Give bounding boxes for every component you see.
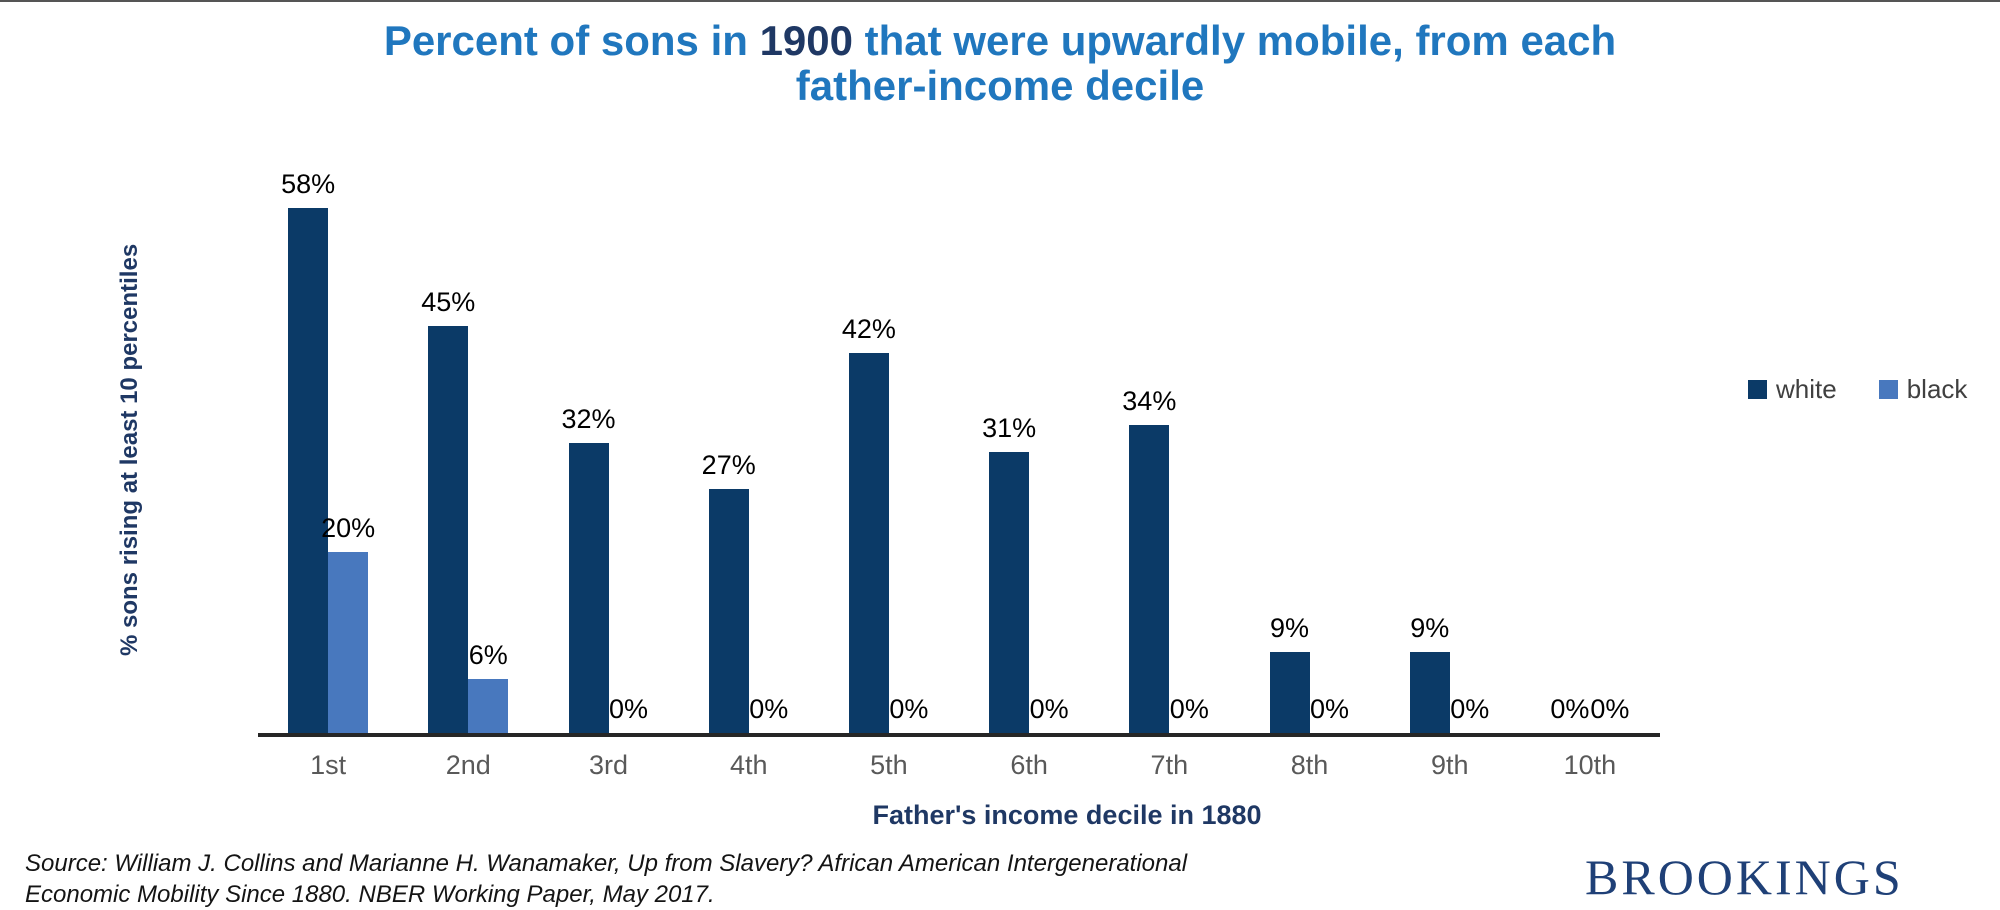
bar-black-1st: [328, 552, 369, 733]
x-tick-3rd: 3rd: [588, 750, 629, 780]
source-text: Source: William J. Collins and Marianne …: [25, 848, 1187, 910]
bar-slot-black-8th: 0%: [1310, 167, 1350, 733]
chart-title-pre: Percent of sons in: [383, 17, 760, 64]
bar-slot-black-5th: 0%: [889, 167, 929, 733]
value-label-black-3rd: 0%: [608, 694, 649, 724]
bar-white-5th: [848, 353, 889, 733]
bar-white-9th: [1409, 652, 1450, 733]
bar-white-2nd: [428, 326, 469, 733]
bar-slot-white-4th: 27%: [702, 167, 756, 733]
value-label-white-3rd: 32%: [561, 404, 616, 434]
source-line2: Economic Mobility Since 1880. NBER Worki…: [25, 881, 715, 908]
legend-item-black: black: [1878, 374, 1968, 405]
bar-slot-white-8th: 9%: [1269, 167, 1310, 733]
value-label-black-7th: 0%: [1169, 694, 1209, 724]
y-axis-label: % sons rising at least 10 percentiles: [116, 243, 143, 657]
value-label-white-8th: 9%: [1270, 613, 1310, 643]
bar-white-1st: [288, 208, 329, 733]
bar-white-4th: [708, 489, 749, 733]
value-label-white-2nd: 45%: [421, 287, 476, 317]
x-tick-4th: 4th: [729, 750, 768, 780]
x-tick-8th: 8th: [1290, 750, 1329, 780]
bar-group-7th: 34% 0%: [1099, 167, 1239, 733]
x-axis-line: [258, 733, 1660, 737]
bar-black-2nd: [468, 679, 509, 733]
legend-label-white: white: [1776, 374, 1837, 404]
bar-group-10th: 0% 0%: [1520, 167, 1660, 733]
value-label-black-9th: 0%: [1450, 694, 1490, 724]
bar-slot-black-10th: 0%: [1590, 167, 1630, 733]
bar-slot-white-6th: 31%: [982, 167, 1036, 733]
x-tick-5th: 5th: [870, 750, 908, 780]
value-label-black-6th: 0%: [1029, 694, 1069, 724]
x-tick-10th: 10th: [1563, 750, 1617, 780]
bar-slot-black-1st: 20%: [321, 167, 375, 733]
x-axis-title: Father's income decile in 1880: [872, 800, 1262, 830]
bar-group-3rd: 32% 0%: [538, 167, 678, 733]
bar-slot-white-2nd: 45%: [421, 167, 475, 733]
bar-group-9th: 9% 0%: [1380, 167, 1520, 733]
bar-slot-black-2nd: 6%: [468, 167, 509, 733]
source-line1: Source: William J. Collins and Marianne …: [25, 850, 1188, 877]
value-label-black-8th: 0%: [1310, 694, 1350, 724]
value-label-white-5th: 42%: [841, 314, 896, 344]
value-label-black-4th: 0%: [749, 694, 789, 724]
value-label-black-1st: 20%: [321, 513, 376, 543]
legend-label-black: black: [1906, 374, 1968, 404]
bar-white-3rd: [568, 443, 609, 733]
bar-group-6th: 31% 0%: [959, 167, 1099, 733]
legend-swatch-black-icon: [1878, 380, 1898, 399]
x-tick-1st: 1st: [310, 750, 347, 780]
value-label-white-7th: 34%: [1122, 386, 1177, 416]
value-label-white-6th: 31%: [982, 413, 1037, 443]
value-label-white-9th: 9%: [1410, 613, 1450, 643]
legend-item-white: white: [1748, 374, 1837, 405]
bar-slot-white-10th: 0%: [1550, 167, 1590, 733]
bar-group-1st: 58% 20%: [258, 167, 398, 733]
bar-slot-white-3rd: 32%: [561, 167, 616, 733]
bar-slot-black-6th: 0%: [1029, 167, 1069, 733]
bar-slot-white-5th: 42%: [842, 167, 896, 733]
bar-slot-white-1st: 58%: [281, 167, 335, 733]
bar-white-6th: [989, 452, 1030, 733]
value-label-white-4th: 27%: [701, 450, 756, 480]
x-tick-2nd: 2nd: [445, 750, 491, 780]
chart-title-post: that were upwardly mobile, from each: [853, 17, 1617, 64]
value-label-black-10th: 0%: [1590, 694, 1630, 724]
value-label-white-1st: 58%: [281, 169, 336, 199]
bar-slot-black-7th: 0%: [1169, 167, 1209, 733]
bar-group-5th: 42% 0%: [819, 167, 959, 733]
bar-white-8th: [1269, 652, 1310, 733]
value-label-black-5th: 0%: [889, 694, 929, 724]
legend-swatch-white-icon: [1748, 380, 1767, 399]
brookings-logo: BROOKINGS: [1585, 849, 1904, 905]
legend: white black: [1748, 374, 1967, 405]
x-axis-tick-row: 1st 2nd 3rd 4th 5th 6th 7th 8th 9th 10th: [258, 750, 1660, 781]
chart-title-year: 1900: [759, 17, 853, 64]
bar-slot-white-7th: 34%: [1122, 167, 1176, 733]
bar-slot-black-3rd: 0%: [609, 167, 649, 733]
bar-slot-white-9th: 9%: [1409, 167, 1450, 733]
value-label-white-10th: 0%: [1550, 694, 1590, 724]
x-tick-7th: 7th: [1150, 750, 1189, 780]
value-label-black-2nd: 6%: [468, 640, 508, 670]
bar-slot-black-9th: 0%: [1450, 167, 1490, 733]
plot-area: 58% 20% 45% 6% 32% 0% 27% 0% 42% 0% 31% 0% 34% 0% 9% 0%…: [258, 167, 1660, 733]
x-tick-6th: 6th: [1010, 750, 1048, 780]
chart-title-line2: father-income decile: [795, 62, 1205, 109]
bar-group-8th: 9% 0%: [1239, 167, 1379, 733]
x-tick-9th: 9th: [1430, 750, 1469, 780]
bar-slot-black-4th: 0%: [749, 167, 789, 733]
chart-title: Percent of sons in 1900 that were upward…: [0, 18, 2000, 108]
bar-white-7th: [1129, 425, 1170, 733]
bar-group-2nd: 45% 6%: [398, 167, 538, 733]
bar-group-4th: 27% 0%: [679, 167, 819, 733]
